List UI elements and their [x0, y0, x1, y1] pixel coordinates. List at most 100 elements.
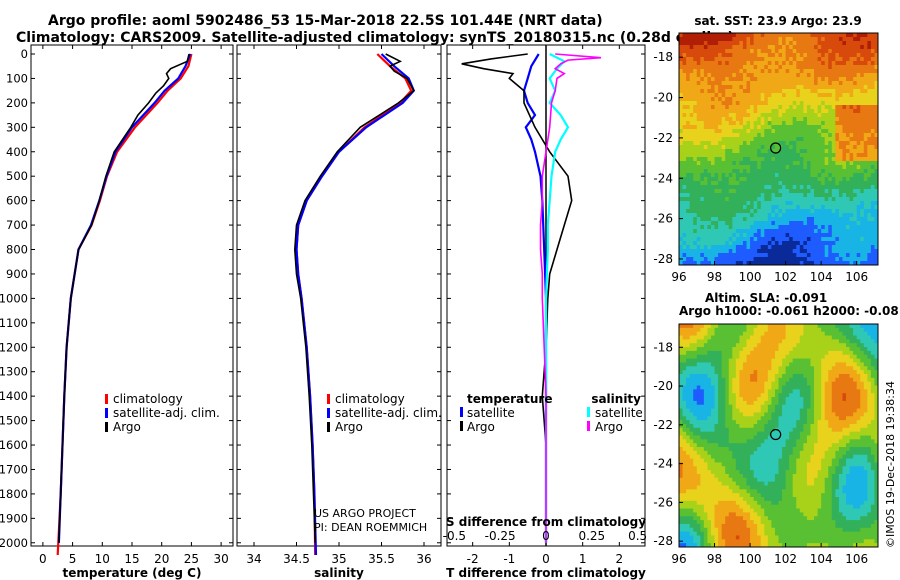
- map-cell: [853, 249, 858, 254]
- map-cell: [760, 77, 765, 82]
- map-cell: [739, 109, 744, 114]
- map-cell: [814, 57, 818, 62]
- map-cell: [707, 169, 712, 174]
- map-cell: [799, 125, 804, 130]
- map-cell: [760, 237, 765, 242]
- map-cell: [817, 57, 822, 62]
- map-cell: [725, 77, 730, 82]
- map-cell: [817, 343, 822, 348]
- map-cell: [693, 89, 698, 94]
- map-cell: [867, 45, 872, 50]
- map-cell: [760, 169, 765, 174]
- map-cell: [742, 161, 747, 166]
- map-cell: [703, 121, 708, 126]
- x-tick-label: 100: [739, 270, 762, 284]
- map-cell: [814, 45, 818, 50]
- map-cell: [700, 81, 705, 86]
- map-cell: [718, 400, 723, 406]
- map-cell: [838, 137, 843, 142]
- map-cell: [853, 377, 858, 383]
- map-cell: [714, 327, 719, 333]
- map-cell: [863, 339, 868, 344]
- map-cell: [789, 366, 794, 371]
- map-cell: [846, 165, 850, 170]
- map-cell: [821, 33, 826, 38]
- map-cell: [867, 57, 872, 62]
- map-cell: [746, 101, 751, 106]
- map-cell: [764, 117, 769, 122]
- map-cell: [689, 225, 694, 230]
- map-cell: [835, 245, 840, 250]
- map-cell: [686, 165, 691, 170]
- map-cell: [746, 121, 751, 126]
- map-cell: [863, 257, 868, 262]
- map-cell: [835, 397, 840, 402]
- map-cell: [707, 347, 712, 352]
- map-cell: [874, 229, 879, 234]
- map-cell: [764, 347, 769, 352]
- map-cell: [728, 412, 733, 417]
- map-cell: [739, 181, 744, 186]
- map-cell: [838, 400, 843, 406]
- map-cell: [803, 339, 808, 344]
- map-cell: [707, 229, 712, 234]
- map-cell: [838, 209, 843, 214]
- map-cell: [767, 381, 772, 386]
- map-cell: [689, 197, 694, 202]
- map-cell: [746, 373, 751, 379]
- map-cell: [771, 324, 776, 329]
- map-cell: [824, 366, 829, 371]
- map-cell: [714, 347, 719, 352]
- map-cell: [846, 324, 850, 329]
- map-cell: [831, 177, 836, 182]
- map-cell: [792, 339, 797, 344]
- map-cell: [710, 261, 715, 266]
- map-cell: [693, 354, 698, 359]
- map-cell: [835, 45, 840, 50]
- map-cell: [853, 213, 858, 218]
- map-cell: [679, 41, 683, 46]
- map-cell: [742, 358, 747, 363]
- map-cell: [767, 385, 772, 390]
- map-cell: [707, 343, 712, 348]
- map-cell: [732, 412, 737, 417]
- map-cell: [831, 221, 836, 226]
- map-cell: [707, 366, 712, 371]
- map-cell: [835, 49, 840, 54]
- map-cell: [785, 209, 790, 214]
- map-cell: [860, 245, 865, 250]
- map-cell: [870, 181, 875, 186]
- map-cell: [853, 362, 858, 367]
- map-cell: [824, 397, 829, 402]
- map-cell: [796, 412, 801, 417]
- map-cell: [689, 61, 694, 66]
- map-cell: [721, 412, 726, 417]
- map-cell: [746, 416, 751, 421]
- map-cell: [682, 245, 687, 250]
- map-cell: [799, 393, 804, 398]
- map-cell: [853, 245, 858, 250]
- map-cell: [686, 185, 691, 190]
- map-cell: [814, 370, 818, 375]
- y-tick-label: -28: [653, 252, 673, 266]
- map-cell: [707, 400, 712, 406]
- map-cell: [686, 77, 691, 82]
- map-cell: [789, 197, 794, 202]
- map-cell: [771, 237, 776, 242]
- map-cell: [693, 404, 698, 409]
- map-cell: [835, 233, 840, 238]
- map-cell: [853, 257, 858, 262]
- map-cell: [721, 381, 726, 386]
- map-cell: [799, 173, 804, 178]
- map-cell: [703, 177, 708, 182]
- map-cell: [700, 324, 705, 329]
- map-cell: [703, 37, 708, 42]
- map-cell: [710, 137, 715, 142]
- map-cell: [771, 169, 776, 174]
- map-cell: [742, 97, 747, 102]
- map-cell: [718, 37, 723, 42]
- map-cell: [831, 213, 836, 218]
- map-cell: [693, 412, 698, 417]
- map-cell: [778, 221, 783, 226]
- difference-top-axis-label: S difference from climatology: [446, 515, 646, 529]
